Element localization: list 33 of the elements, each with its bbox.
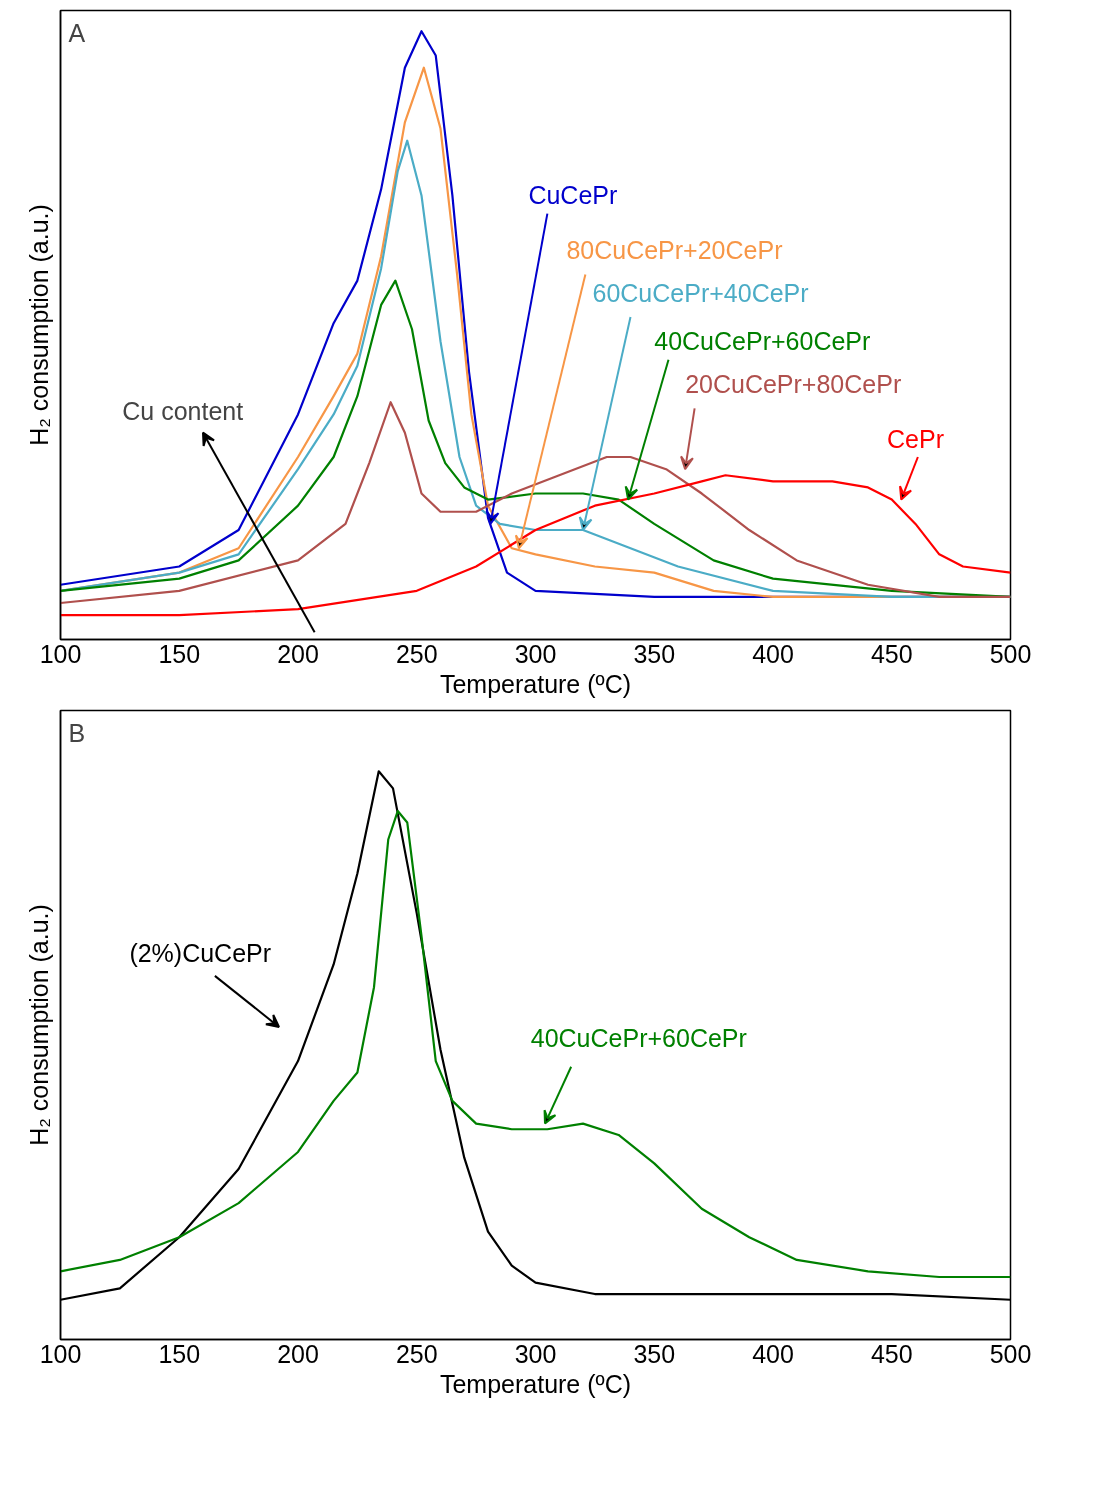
x-tick-label: 350: [633, 639, 676, 668]
series-label: CePr: [887, 424, 944, 453]
x-tick-label: 450: [870, 1339, 913, 1368]
x-tick-label: 150: [158, 639, 201, 668]
chart-title: B: [68, 718, 86, 747]
x-tick-label: 250: [395, 1339, 438, 1368]
x-tick-label: 250: [395, 639, 438, 668]
x-axis-title: Temperature (ºC): [439, 1369, 632, 1398]
x-tick-label: 300: [514, 639, 557, 668]
text: (2%)CuCePr: [129, 939, 272, 968]
text: 60CuCePr+40CePr: [592, 278, 809, 307]
text: 80CuCePr+20CePr: [566, 236, 783, 265]
chart-title: A: [68, 18, 86, 47]
x-tick-label: 400: [752, 639, 794, 668]
y-axis-title: H₂ consumption (a.u.): [24, 204, 53, 446]
text: 40CuCePr+60CePr: [654, 327, 871, 356]
x-tick-label: 450: [870, 639, 913, 668]
x-axis-title: Temperature (ºC): [439, 669, 632, 698]
x-tick-label: 200: [277, 639, 319, 668]
x-tick-label: 150: [158, 1339, 201, 1368]
x-tick-label: 350: [633, 1339, 676, 1368]
annotation: Cu content: [122, 396, 244, 425]
x-tick-label: 100: [39, 639, 82, 668]
x-tick-label: 500: [989, 639, 1032, 668]
x-tick-label: 200: [277, 1339, 319, 1368]
x-tick-label: 300: [514, 1339, 557, 1368]
text: CuCePr: [528, 181, 618, 210]
text: 20CuCePr+80CePr: [685, 370, 902, 399]
x-tick-label: 100: [39, 1339, 82, 1368]
x-tick-label: 400: [752, 1339, 794, 1368]
x-tick-label: 500: [989, 1339, 1032, 1368]
y-axis-title: H₂ consumption (a.u.): [24, 904, 53, 1146]
text: 40CuCePr+60CePr: [530, 1024, 747, 1053]
